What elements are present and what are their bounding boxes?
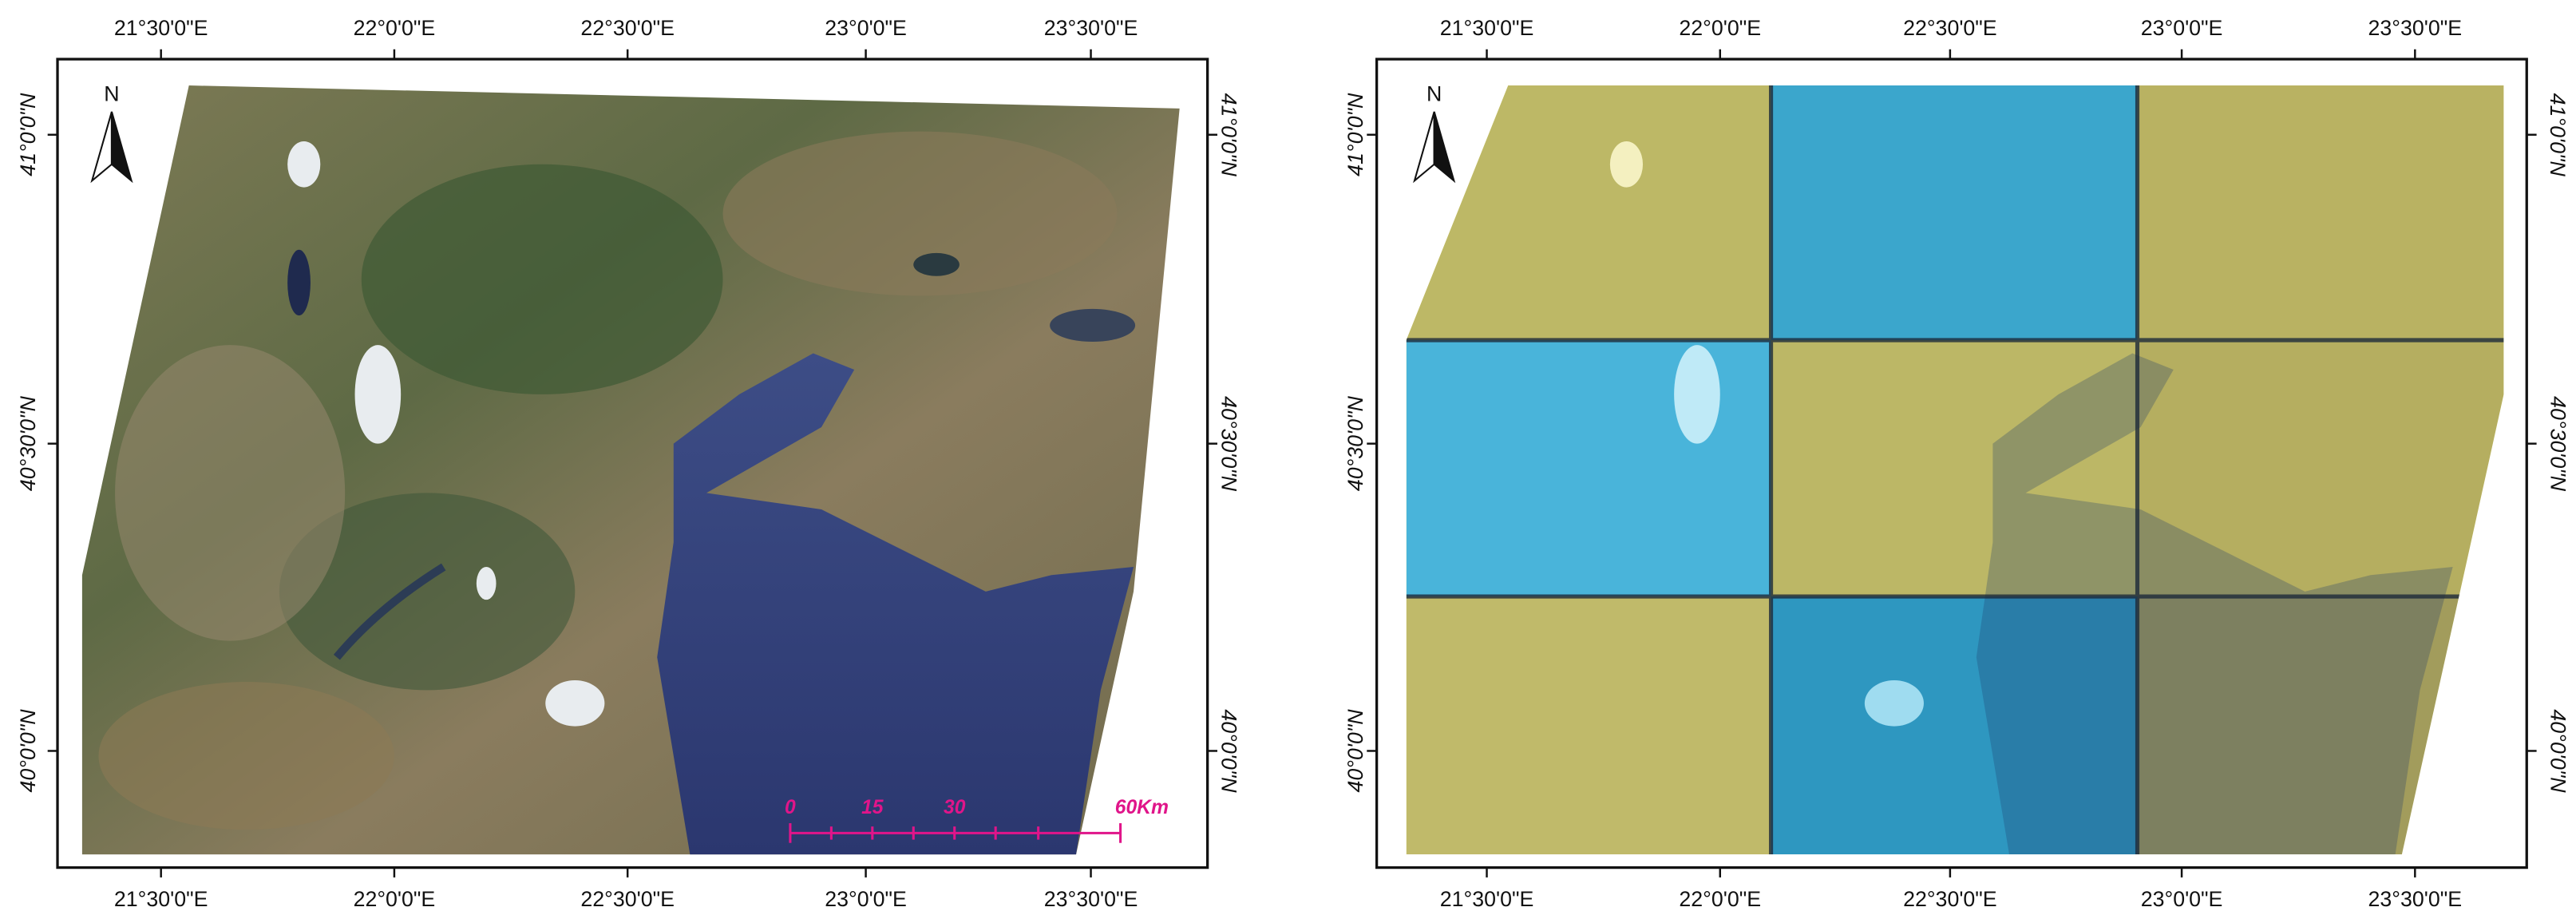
map-frame [1375,57,2528,869]
north-arrow [90,111,1456,184]
latitude-label: 40°30'0"N [1217,396,1241,492]
longitude-label: 22°30'0"E [1903,887,1997,911]
longitude-label: 23°30'0"E [1044,16,1138,40]
longitude-label: 21°30'0"E [114,16,208,40]
latitude-label: 41°0'0"N [1343,93,1367,176]
latitude-label: 40°30'0"N [1343,395,1367,491]
longitude-label: 21°30'0"E [1440,887,1534,911]
latitude-label: 41°0'0"N [1217,93,1241,177]
latitude-label: 40°0'0"N [16,709,40,793]
scale-label: 30 [944,797,966,818]
longitude-label: 23°30'0"E [2368,16,2463,40]
latitude-label: 40°30'0"N [2546,396,2570,492]
scale-label: 0 [785,797,796,818]
labels: 21°30'0"E 22°0'0"E 22°30'0"E 23°0'0"E 23°30'… [16,16,2570,911]
longitude-label: 22°0'0"E [1679,16,1761,40]
longitude-label: 23°0'0"E [825,887,907,911]
longitude-label: 22°0'0"E [354,16,436,40]
longitude-label: 23°0'0"E [825,16,907,40]
latitude-label: 40°0'0"N [1217,709,1241,793]
longitude-label: 23°0'0"E [2141,887,2223,911]
longitude-label: 22°0'0"E [1679,887,1761,911]
latitude-label: 41°0'0"N [16,93,40,176]
longitude-label: 21°30'0"E [114,887,208,911]
longitude-label: 23°30'0"E [1044,887,1138,911]
latitude-label: 40°30'0"N [16,395,40,491]
north-label: N [1426,81,1442,105]
north-label: N [104,81,119,105]
latitude-label: 41°0'0"N [2546,93,2570,177]
latitude-label: 40°0'0"N [1343,709,1367,793]
map-frame [56,57,1209,869]
latitude-label: 40°0'0"N [2546,709,2570,793]
scale-label: 15 [861,797,884,818]
scale-bar [789,823,1122,843]
longitude-label: 22°30'0"E [580,887,675,911]
tile-mosaic [1406,85,2504,855]
scale-label: 60Km [1115,797,1169,818]
longitude-label: 22°30'0"E [1903,16,1997,40]
longitude-label: 23°30'0"E [2368,887,2463,911]
satellite-image [81,85,1180,855]
longitude-label: 21°30'0"E [1440,16,1534,40]
longitude-label: 23°0'0"E [2141,16,2223,40]
longitude-label: 22°30'0"E [580,16,675,40]
longitude-label: 22°0'0"E [354,887,436,911]
